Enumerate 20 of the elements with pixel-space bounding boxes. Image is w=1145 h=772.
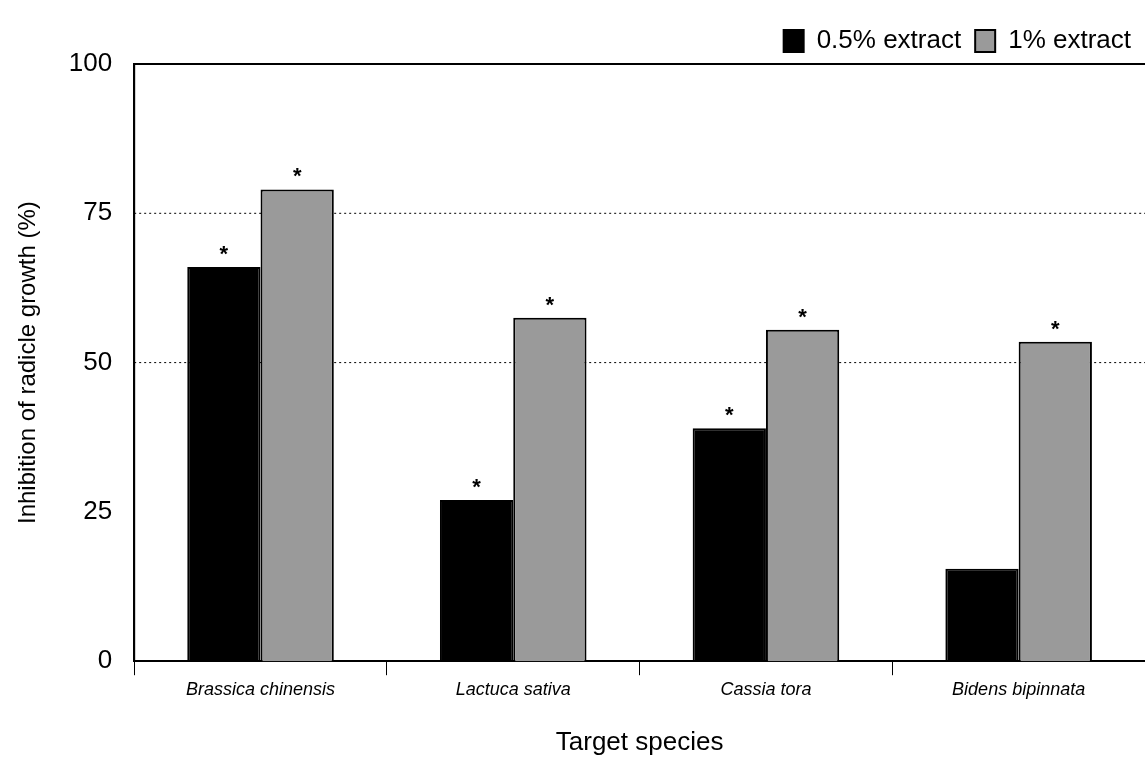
data-label: * [472,474,482,500]
data-label: * [219,241,229,267]
y-tick-label: 25 [83,495,113,526]
data-label: * [292,163,302,189]
legend-label: 1% extract [1008,24,1132,55]
data-label: * [798,303,808,329]
y-tick-label: 75 [83,196,113,227]
data-label: * [725,402,735,428]
data-label: * [1051,315,1061,341]
y-tick-label: 0 [97,644,113,675]
y-tick-label: 100 [68,47,113,78]
x-tick-label: Brassica chinensis [186,679,336,699]
y-axis-title: Inhibition of radicle growth (%) [13,201,41,525]
x-tick-label: Lactuca sativa [455,679,571,699]
x-tick-label: Bidens bipinnata [952,679,1086,699]
data-label: * [545,291,555,317]
legend-label: 0.5% extract [816,24,962,55]
y-tick-label: 50 [83,345,113,376]
x-axis-title: Target species [555,725,724,756]
x-tick-label: Cassia tora [720,679,812,699]
